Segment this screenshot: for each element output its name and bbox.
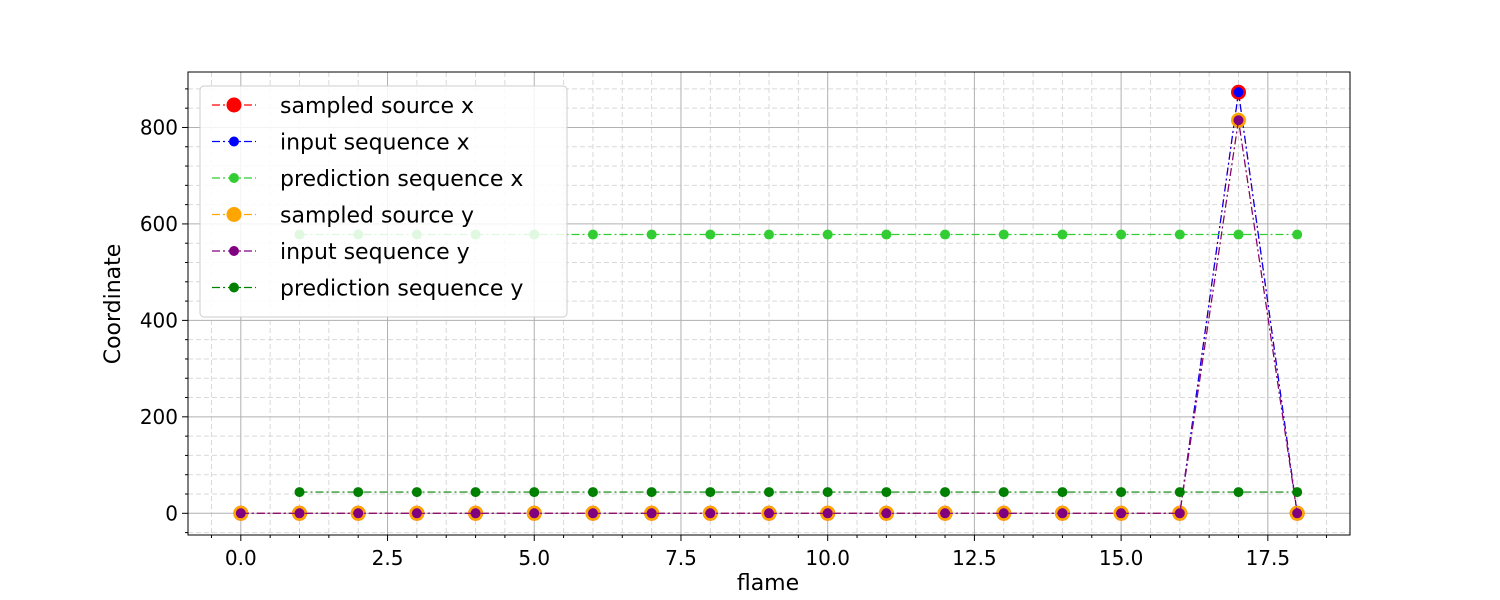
data-point [529,508,540,519]
data-point [646,487,657,498]
data-point [353,487,364,498]
legend-box [199,85,568,318]
y-tick-label: 400 [140,308,178,332]
data-point [646,229,657,240]
legend-entry: prediction sequence y [212,277,523,302]
y-tick-label: 600 [140,212,178,236]
data-point [1292,487,1303,498]
data-point [1233,115,1244,126]
data-point [1057,508,1068,519]
data-point [940,229,951,240]
y-tick-label: 200 [140,405,178,429]
data-point [1233,487,1244,498]
x-tick-label: 7.5 [665,546,697,570]
data-point [1057,229,1068,240]
x-tick-label: 5.0 [518,546,550,570]
data-point [705,487,716,498]
data-point [822,229,833,240]
data-point [1292,508,1303,519]
data-point [998,229,1009,240]
data-point [881,487,892,498]
legend-marker [226,207,242,222]
data-point [940,487,951,498]
legend-marker [229,173,239,183]
legend-entry: input sequence x [212,131,470,156]
data-point [411,508,422,519]
legend-label: input sequence x [280,131,470,156]
x-axis-label: flame [737,571,799,596]
data-point [822,487,833,498]
x-tick-label: 0.0 [225,546,257,570]
data-point [1174,508,1185,519]
data-point [940,508,951,519]
y-tick-label: 800 [140,115,178,139]
x-tick-label: 2.5 [372,546,404,570]
data-point [1233,229,1244,240]
y-tick-label: 0 [165,501,178,525]
data-point [1292,229,1303,240]
legend-marker [229,136,239,147]
data-point [881,508,892,519]
legend-marker [229,246,239,256]
data-point [646,508,657,519]
data-point [411,487,422,498]
data-point [705,229,716,240]
legend-entry: prediction sequence x [212,167,523,192]
data-point [294,508,305,519]
legend-entry: sampled source x [212,94,474,119]
legend-label: input sequence y [280,240,470,265]
data-point [764,487,774,498]
data-point [1116,229,1127,240]
data-point [1174,487,1185,498]
legend-label: sampled source y [280,204,474,229]
data-point [822,508,833,519]
data-point [470,508,481,519]
x-tick-label: 15.0 [1099,546,1144,570]
legend-label: sampled source x [280,94,474,119]
data-point [998,487,1009,498]
data-point [764,508,774,519]
legend-marker [229,282,239,293]
legend-marker [226,97,242,113]
y-axis-label: Coordinate [101,244,126,365]
legend: sampled source x input sequence x predicti… [199,85,568,318]
x-tick-label: 10.0 [805,546,850,570]
x-tick-label: 12.5 [952,546,997,570]
data-point [881,229,892,240]
data-point [1233,87,1244,98]
data-point [294,487,305,498]
legend-entry: sampled source y [212,204,474,229]
x-tick-label: 17.5 [1246,546,1291,570]
data-point [1116,487,1127,498]
data-point [587,487,598,498]
data-point [587,229,598,240]
series-5 [294,487,1303,498]
series-4 [235,115,1303,519]
legend-label: prediction sequence x [280,167,523,192]
legend-entry: input sequence y [212,240,470,265]
data-point [235,508,246,519]
data-point [587,508,598,519]
data-point [1057,487,1068,498]
data-point [1174,229,1185,240]
data-point [998,508,1009,519]
axes: 0.0 2.5 5.0 7.5 10.0 12.5 15.0 17.5 0 200 400 600 80… [140,71,1351,570]
data-point [353,508,364,519]
data-point [705,508,716,519]
data-point [1116,508,1127,519]
legend-label: prediction sequence y [280,277,523,302]
data-point [529,487,540,498]
data-point [764,229,774,240]
data-point [470,487,481,498]
